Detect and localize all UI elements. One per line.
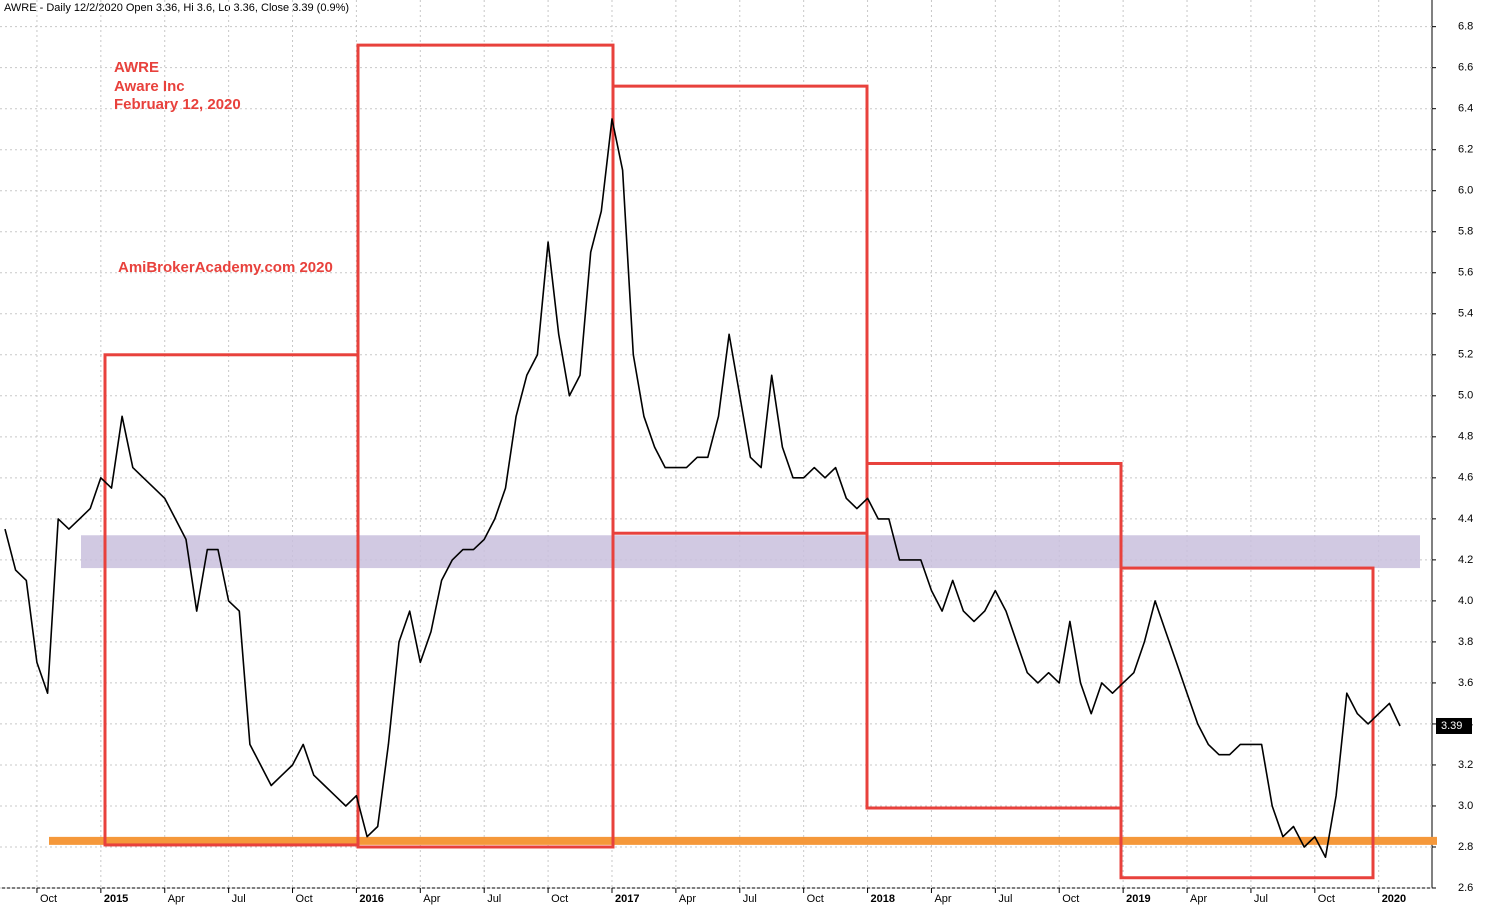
y-tick-label: 4.0 bbox=[1458, 595, 1473, 607]
annotation: AWRE bbox=[114, 59, 159, 76]
x-tick-label: Oct bbox=[807, 893, 824, 905]
y-tick-label: 3.8 bbox=[1458, 636, 1473, 648]
x-tick-label: Jul bbox=[1254, 893, 1268, 905]
x-tick-label: Jul bbox=[743, 893, 757, 905]
range-box bbox=[103, 353, 360, 847]
range-box bbox=[356, 43, 615, 849]
annotation: AmiBrokerAcademy.com 2020 bbox=[118, 259, 333, 276]
x-tick-label: Apr bbox=[679, 893, 696, 905]
range-box bbox=[1119, 566, 1375, 880]
x-tick-label: 2017 bbox=[615, 893, 639, 905]
x-tick-label: Oct bbox=[1318, 893, 1335, 905]
y-tick-label: 6.4 bbox=[1458, 103, 1473, 115]
x-tick-label: Apr bbox=[423, 893, 440, 905]
y-tick-label: 6.2 bbox=[1458, 144, 1473, 156]
x-tick-label: Jul bbox=[487, 893, 501, 905]
x-tick-label: 2015 bbox=[104, 893, 128, 905]
y-tick-label: 4.6 bbox=[1458, 472, 1473, 484]
y-tick-label: 6.0 bbox=[1458, 185, 1473, 197]
x-tick-label: 2019 bbox=[1126, 893, 1150, 905]
y-tick-label: 6.8 bbox=[1458, 21, 1473, 33]
x-tick-label: Oct bbox=[40, 893, 57, 905]
x-tick-label: Jul bbox=[232, 893, 246, 905]
last-price-tag bbox=[1436, 717, 1472, 734]
y-tick-label: 2.8 bbox=[1458, 841, 1473, 853]
x-tick-label: Apr bbox=[934, 893, 951, 905]
resistance-band bbox=[81, 535, 1420, 569]
y-tick-label: 4.4 bbox=[1458, 513, 1473, 525]
x-tick-label: Oct bbox=[1062, 893, 1079, 905]
y-tick-label: 5.0 bbox=[1458, 390, 1473, 402]
x-tick-label: Apr bbox=[1190, 893, 1207, 905]
range-box bbox=[611, 84, 869, 535]
y-tick-label: 3.6 bbox=[1458, 677, 1473, 689]
chart-title: AWRE - Daily 12/2/2020 Open 3.36, Hi 3.6… bbox=[4, 2, 349, 14]
y-tick-label: 5.2 bbox=[1458, 349, 1473, 361]
annotation: Aware Inc bbox=[114, 78, 185, 95]
x-tick-label: 2020 bbox=[1382, 893, 1406, 905]
range-box bbox=[865, 461, 1123, 810]
y-tick-label: 5.8 bbox=[1458, 226, 1473, 238]
y-tick-label: 3.0 bbox=[1458, 800, 1473, 812]
x-tick-label: 2018 bbox=[871, 893, 895, 905]
price-line bbox=[4, 118, 1401, 858]
x-tick-label: Jul bbox=[998, 893, 1012, 905]
y-tick-label: 5.4 bbox=[1458, 308, 1473, 320]
annotation: February 12, 2020 bbox=[114, 96, 241, 113]
y-tick-label: 6.6 bbox=[1458, 62, 1473, 74]
x-tick-label: Oct bbox=[551, 893, 568, 905]
y-tick-label: 4.8 bbox=[1458, 431, 1473, 443]
y-tick-label: 2.6 bbox=[1458, 882, 1473, 894]
last-price-label: 3.39 bbox=[1441, 720, 1462, 732]
y-tick-label: 4.2 bbox=[1458, 554, 1473, 566]
y-tick-label: 5.6 bbox=[1458, 267, 1473, 279]
x-tick-label: Apr bbox=[168, 893, 185, 905]
x-tick-label: 2016 bbox=[359, 893, 383, 905]
x-tick-label: Oct bbox=[296, 893, 313, 905]
y-tick-label: 3.2 bbox=[1458, 759, 1473, 771]
